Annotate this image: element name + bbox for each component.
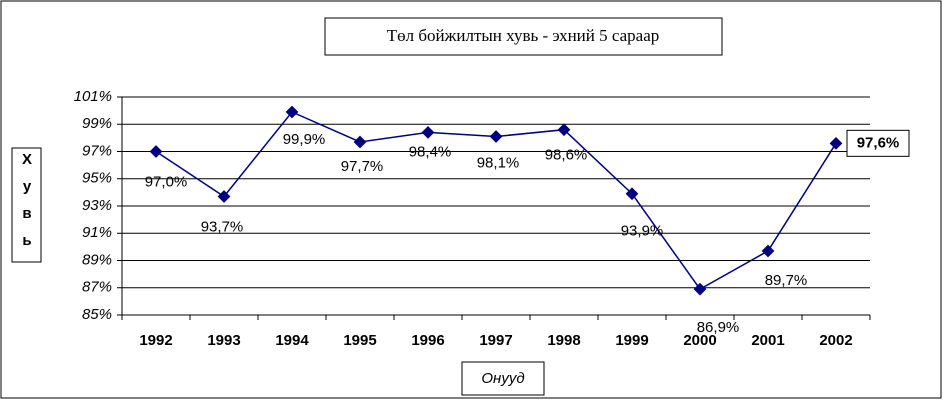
y-tick-label: 85% [82,306,112,323]
data-label: 98,6% [545,147,588,164]
data-label: 93,7% [201,218,244,235]
data-label: 97,6% [857,134,900,151]
x-tick-label: 1997 [479,332,512,349]
title-box [324,17,723,56]
y-tick-label: 89% [82,251,112,268]
x-tick-label: 2000 [683,332,716,349]
data-label: 86,9% [697,319,740,336]
x-tick-label: 2001 [751,332,784,349]
data-label: 89,7% [765,272,808,289]
x-tick-label: 1998 [547,332,580,349]
y-tick-label: 99% [82,115,112,132]
label-box [846,129,910,157]
x-label-box [461,361,545,396]
marker [421,126,435,139]
x-tick-label: 1996 [411,332,444,349]
x-tick-label: 1995 [343,332,376,349]
marker [149,145,163,158]
y-tick-label: 91% [82,224,112,241]
chart-title: Төл бойжилтын хувь - эхний 5 сараар [387,26,660,45]
marker [353,135,367,149]
x-tick-label: 1994 [275,332,309,349]
marker [217,190,231,203]
y-tick-label: 87% [82,279,112,296]
x-tick-label: 1992 [139,332,172,349]
data-label: 93,9% [621,223,664,240]
x-tick-label: 2002 [819,332,852,349]
x-axis-label: Онууд [481,370,524,387]
data-label: 98,4% [409,143,452,160]
y-tick-label: 97% [82,142,112,159]
x-tick-label: 1999 [615,332,648,349]
x-tick-label: 1993 [207,332,240,349]
data-label: 97,0% [145,173,188,190]
marker [285,105,299,119]
data-label: 99,9% [283,131,326,148]
data-label: 98,1% [477,154,520,171]
marker [489,130,503,143]
y-tick-label: 95% [82,170,112,187]
y-label-box [11,147,42,263]
data-label: 97,7% [341,158,384,175]
y-tick-label: 101% [74,88,112,105]
y-tick-label: 93% [82,197,112,214]
